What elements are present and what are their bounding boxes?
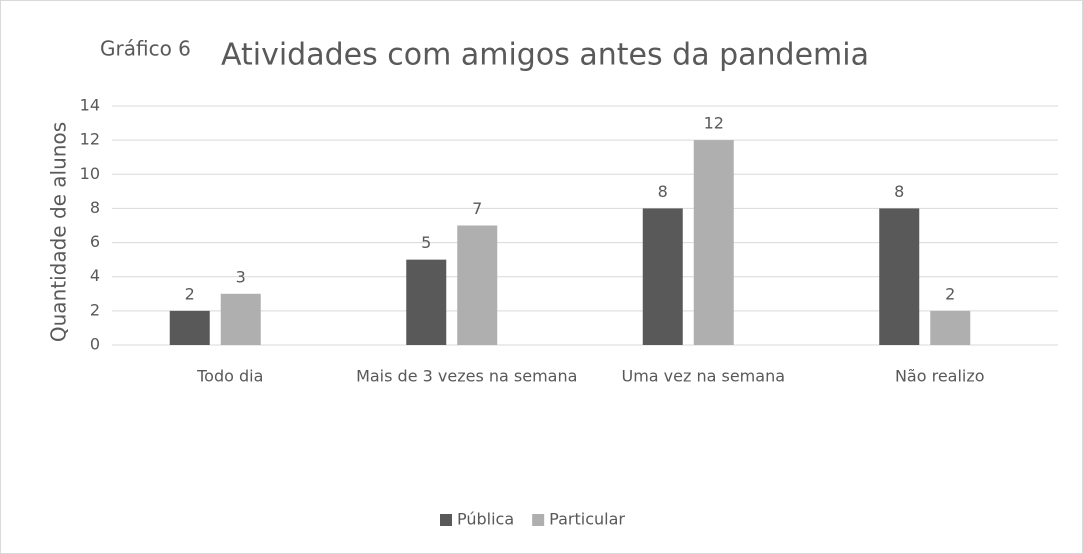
value-label: 5	[421, 233, 431, 252]
value-label: 8	[894, 182, 904, 201]
value-label: 7	[472, 199, 482, 218]
y-tick-label: 14	[80, 96, 100, 115]
y-tick-label: 12	[80, 130, 100, 149]
y-tick-label: 0	[90, 335, 100, 354]
bar	[220, 293, 261, 345]
y-tick-label: 8	[90, 198, 100, 217]
y-tick-label: 6	[90, 232, 100, 251]
bar	[693, 140, 734, 345]
chart-annotation: Gráfico 6	[100, 37, 191, 61]
legend-swatch	[440, 514, 452, 526]
legend-label: Pública	[457, 510, 514, 529]
y-axis-label: Quantidade de alunos	[47, 122, 71, 342]
bar	[169, 310, 210, 345]
y-tick-label: 2	[90, 300, 100, 319]
bar	[879, 208, 920, 345]
chart-title: Atividades com amigos antes da pandemia	[221, 38, 869, 73]
value-label: 12	[704, 114, 724, 133]
bar	[930, 310, 971, 345]
x-tick-label: Todo dia	[196, 367, 263, 386]
bar	[457, 225, 498, 345]
legend-swatch	[532, 514, 545, 526]
value-label: 3	[236, 267, 246, 286]
y-tick-label: 4	[90, 266, 100, 285]
value-label: 8	[658, 182, 668, 201]
value-label: 2	[185, 284, 195, 303]
x-tick-label: Mais de 3 vezes na semana	[356, 367, 577, 386]
y-tick-label: 10	[80, 164, 100, 183]
x-tick-label: Não realizo	[895, 367, 985, 386]
bar	[642, 208, 683, 345]
value-label: 2	[945, 284, 955, 303]
x-tick-label: Uma vez na semana	[621, 367, 785, 386]
legend-label: Particular	[549, 510, 625, 529]
bar	[406, 259, 447, 345]
